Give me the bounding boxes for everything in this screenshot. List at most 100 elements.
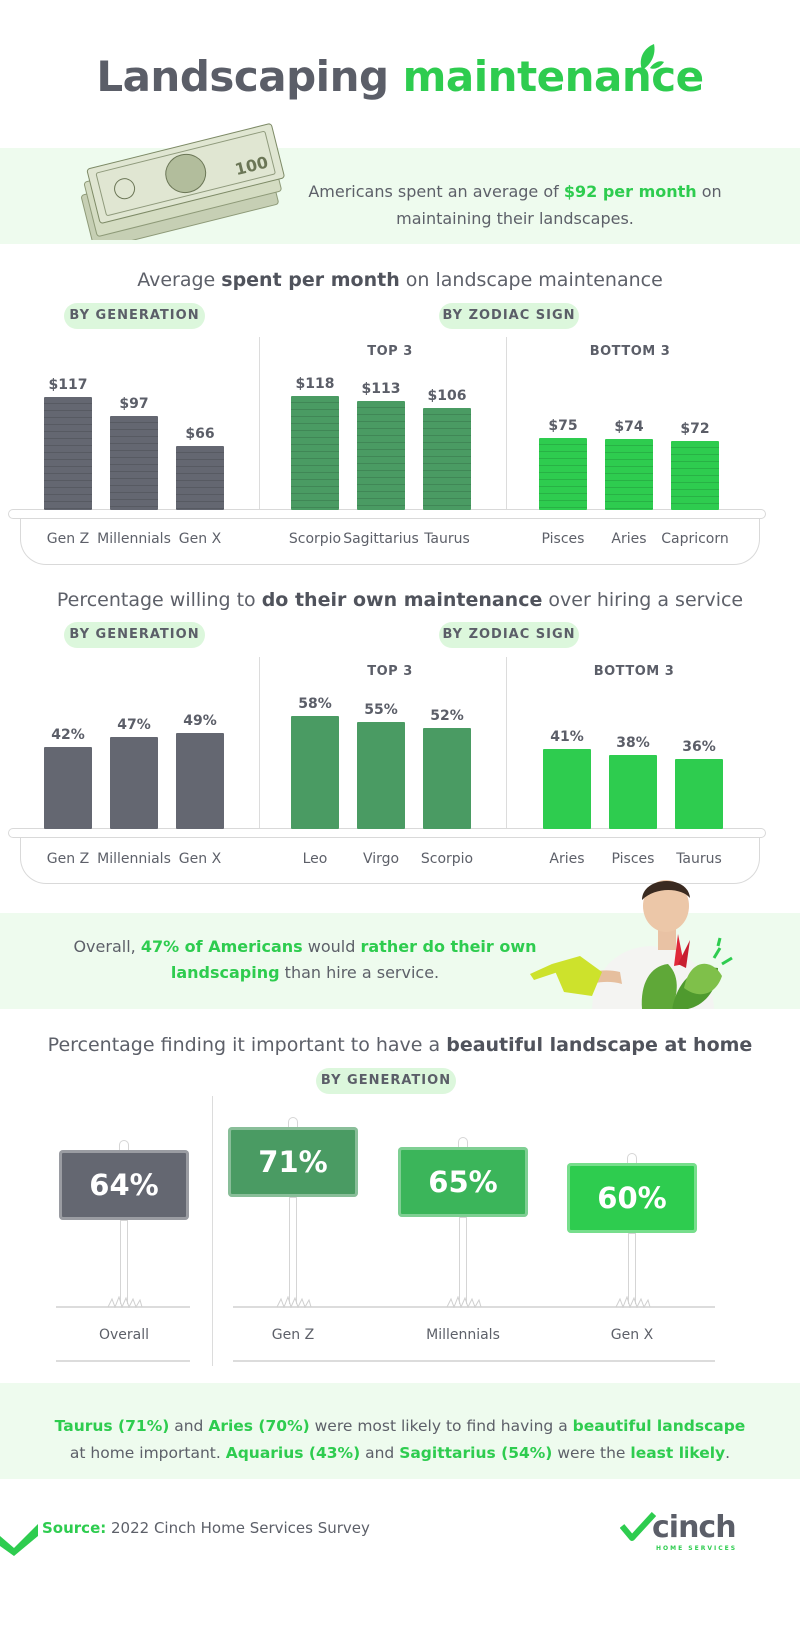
sign-value-label: 64%	[89, 1168, 159, 1202]
diy-value-label: 36%	[682, 738, 716, 755]
diy-category-label: Aries	[549, 851, 585, 867]
sign-post	[459, 1216, 467, 1304]
sign-board: 60%	[567, 1163, 697, 1234]
spend-bar	[423, 407, 471, 510]
sign-board: 64%	[59, 1150, 189, 1220]
footer-l: .	[725, 1444, 731, 1462]
gardener-illustration	[530, 880, 733, 1009]
money-icon: 100	[81, 123, 285, 240]
footer-g: Aquarius (43%)	[225, 1444, 361, 1462]
spend-category-label: Capricorn	[661, 531, 729, 547]
callout-text: Overall, 47% of Americans would rather d…	[70, 934, 540, 986]
grass-tuft-icon	[107, 1296, 143, 1308]
section1-title-b: spent per month	[221, 269, 400, 291]
section2-title-c: over hiring a service	[542, 589, 744, 611]
section1-title: Average spent per month on landscape mai…	[0, 269, 800, 291]
callout-d: rather do their own landscaping	[170, 937, 537, 982]
spend-bar	[671, 440, 719, 510]
intro-highlight: $92 per month	[563, 182, 697, 201]
ground-line-overall	[56, 1306, 190, 1308]
diy-category-label: Virgo	[362, 851, 400, 867]
title-part-2: maintenance	[402, 52, 705, 101]
spend-value-label: $118	[295, 376, 335, 393]
callout-c: would	[302, 937, 361, 956]
diy-category-label: Scorpio	[420, 851, 474, 867]
footer-k: least likely	[630, 1444, 726, 1462]
diy-bar	[543, 749, 591, 829]
section2-divider-2	[506, 657, 507, 831]
footer-b: and	[169, 1417, 209, 1435]
intro-text: Americans spent an average of $92 per mo…	[300, 178, 730, 232]
diy-bar	[291, 715, 339, 829]
spend-bar	[357, 401, 405, 510]
section3-title: Percentage finding it important to have …	[0, 1034, 800, 1056]
callout-a: Overall,	[73, 937, 141, 956]
spend-value-label: $97	[119, 396, 149, 413]
section1-bottom-label: BOTTOM 3	[589, 344, 671, 359]
section1-title-c: on landscape maintenance	[399, 269, 663, 291]
ground-line-generations	[233, 1306, 715, 1308]
diy-value-label: 55%	[364, 701, 398, 718]
section2-bottom-label: BOTTOM 3	[593, 664, 675, 679]
section1-shelf	[8, 509, 766, 519]
sign-category-label: Gen Z	[271, 1327, 315, 1343]
section2-divider-1	[259, 657, 260, 831]
spend-bar	[605, 438, 653, 510]
spend-value-label: $113	[361, 381, 401, 398]
sign-category-label: Overall	[98, 1327, 150, 1343]
section2-title-b: do their own maintenance	[261, 589, 543, 611]
diy-category-label: Gen X	[178, 851, 222, 867]
page-title: Landscaping maintenance	[0, 52, 800, 101]
section2-title-a: Percentage willing to	[56, 589, 262, 611]
section1-title-a: Average	[137, 269, 222, 291]
sign-post	[120, 1220, 128, 1304]
diy-value-label: 52%	[430, 707, 464, 724]
footer-e: beautiful landscape	[572, 1417, 746, 1435]
diy-value-label: 38%	[616, 734, 650, 751]
section2-shelf	[8, 828, 766, 838]
grass-tuft-icon	[615, 1296, 651, 1308]
diy-bar	[423, 727, 471, 829]
corner-check-icon	[0, 1524, 38, 1556]
section3-divider	[212, 1096, 213, 1366]
source-label: Source:	[42, 1519, 107, 1537]
section1-top-label: TOP 3	[367, 344, 413, 359]
spend-category-label: Scorpio	[288, 531, 342, 547]
sign-value-label: 60%	[597, 1181, 667, 1216]
footer-d: were most likely to find having a	[309, 1417, 573, 1435]
section2-title: Percentage willing to do their own maint…	[0, 589, 800, 611]
diy-category-label: Taurus	[676, 851, 722, 867]
spend-category-label: Millennials	[97, 531, 171, 547]
sign-post-cap	[627, 1153, 637, 1164]
sign-post	[289, 1196, 297, 1304]
diy-value-label: 47%	[117, 717, 151, 734]
grass-tuft-icon	[276, 1296, 312, 1308]
diy-value-label: 58%	[298, 695, 332, 712]
section1-tray	[20, 519, 760, 565]
section1-pill-generation: BY GENERATION	[64, 303, 205, 329]
source-line: Source: 2022 Cinch Home Services Survey	[42, 1519, 370, 1537]
cinch-logo-sub: HOME SERVICES	[656, 1545, 738, 1552]
spend-bar	[44, 397, 92, 510]
sign-category-label: Millennials	[426, 1327, 500, 1343]
spend-bar	[539, 437, 587, 510]
title-part-1: Landscaping	[96, 52, 389, 101]
footer-band	[0, 1383, 800, 1479]
diy-category-label: Gen Z	[46, 851, 90, 867]
cinch-check-icon	[620, 1512, 656, 1541]
spend-category-label: Sagittarius	[343, 531, 419, 547]
footer-h: and	[360, 1444, 400, 1462]
section1-divider-2	[506, 337, 507, 511]
callout-e: than hire a service.	[279, 963, 440, 982]
diy-category-label: Leo	[302, 851, 328, 867]
sign-post	[628, 1233, 636, 1304]
spend-category-label: Taurus	[424, 531, 470, 547]
diy-value-label: 42%	[51, 727, 85, 744]
spend-value-label: $66	[185, 426, 215, 443]
sign-post-cap	[458, 1136, 468, 1147]
diy-bar	[44, 747, 92, 829]
diy-bar	[176, 733, 224, 829]
sign-value-label: 71%	[258, 1144, 328, 1179]
sign-post-cap	[288, 1116, 298, 1127]
callout-b: 47% of Americans	[140, 937, 303, 956]
